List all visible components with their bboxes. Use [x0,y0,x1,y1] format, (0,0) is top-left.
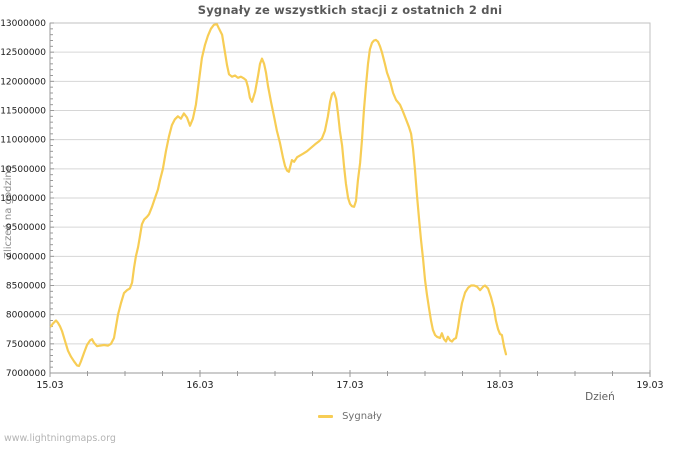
watermark-link[interactable]: www.lightningmaps.org [4,433,116,444]
x-tick-label: 16.03 [186,380,213,391]
y-tick-label: 7000000 [6,369,46,379]
y-tick-label: 11000000 [0,136,46,146]
y-tick-label: 12000000 [0,77,46,87]
y-tick-label: 8000000 [6,311,46,321]
series-line-sygnały [49,23,508,368]
legend-line-swatch-icon [318,415,334,418]
x-tick-label: 15.03 [36,380,63,391]
y-tick-label: 10500000 [0,165,46,175]
y-tick-label: 10000000 [0,194,46,204]
y-tick-label: 13000000 [0,19,46,29]
x-tick-label: 17.03 [336,380,363,391]
chart-title: Sygnały ze wszystkich stacji z ostatnich… [197,3,503,17]
y-tick-label: 9000000 [6,252,46,262]
y-tick-label: 9500000 [6,223,46,233]
y-tick-label: 12500000 [0,48,46,58]
y-tick-label: 8500000 [6,282,46,292]
legend-label: Sygnały [342,411,382,422]
legend: Sygnały [0,411,700,422]
x-tick-label: 19.03 [636,380,663,391]
x-axis-title: Dzień [585,391,615,403]
y-tick-label: 7500000 [6,340,46,350]
x-tick-label: 18.03 [486,380,513,391]
y-tick-label: 11500000 [0,107,46,117]
